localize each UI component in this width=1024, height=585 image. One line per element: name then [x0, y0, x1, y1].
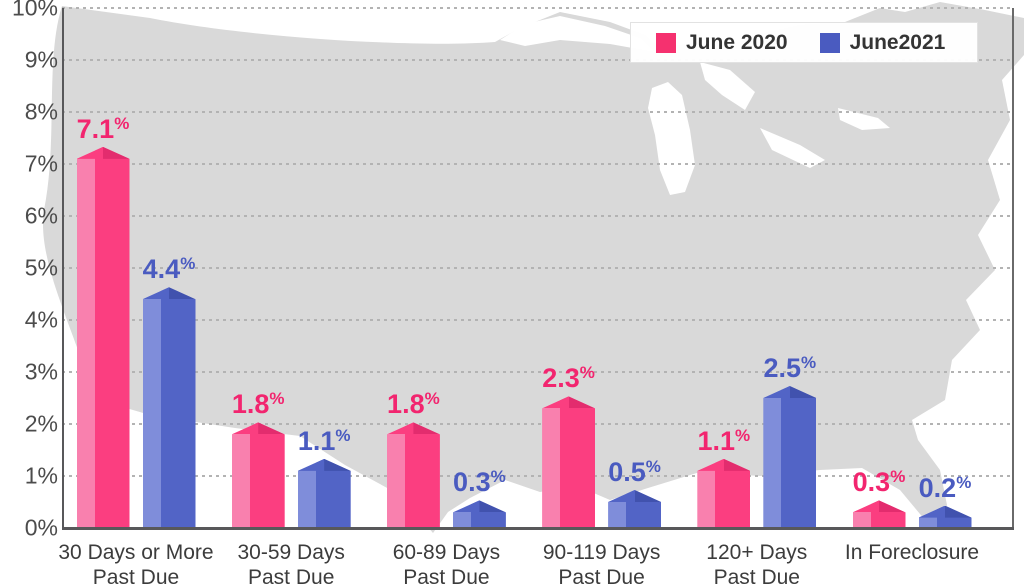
x-axis-line: [62, 527, 1014, 530]
value-label-june2021-0.2: 0.2%: [919, 474, 972, 502]
y-tick-0%: 0%: [24, 514, 58, 541]
category-label-30-days-or-more: 30 Days or More Past Due: [58, 540, 213, 585]
y-tick-6%: 6%: [24, 202, 58, 229]
june-2020-swatch-icon: [656, 32, 676, 53]
gridline-9%: [62, 59, 1013, 61]
category-label-line: 90-119 Days: [542, 541, 661, 564]
legend-item-june-2021: June2021: [819, 30, 946, 55]
bar-june2021-120+-days: [763, 386, 817, 528]
value-percent-sign: %: [335, 425, 351, 445]
value-label-june2021-4.4: 4.4%: [143, 255, 196, 283]
category-label-60-89-days: 60-89 Days Past Due: [393, 540, 500, 585]
value-number: 0.3: [852, 467, 891, 498]
value-label-june2021-0.5: 0.5%: [608, 458, 661, 486]
value-number: 7.1: [76, 113, 115, 144]
value-percent-sign: %: [645, 457, 661, 476]
bar-june-2020-30-days-or-more: [76, 146, 130, 528]
legend-item-june-2020: June 2020: [656, 31, 788, 55]
value-label-june-2020-1.8: 1.8%: [387, 390, 440, 418]
category-label-line: Past Due: [247, 566, 335, 585]
value-percent-sign: %: [180, 254, 196, 274]
bar-june-2020-60-89-days: [386, 422, 440, 528]
bar-june-2020-120+-days: [697, 458, 751, 528]
value-percent-sign: %: [490, 467, 506, 487]
category-label-line: 30-59 Days: [237, 541, 345, 564]
category-label-line: 30 Days or More: [58, 541, 214, 564]
legend-label-june-2020: June 2020: [686, 30, 788, 54]
gridline-3%: [62, 371, 1013, 373]
value-label-june2021-0.3: 0.3%: [453, 468, 506, 496]
value-label-june-2020-2.3: 2.3%: [542, 364, 595, 392]
value-number: 1.8: [387, 389, 425, 420]
value-label-june-2020-1.8: 1.8%: [232, 390, 285, 418]
category-label-line: 60-89 Days: [392, 541, 501, 564]
y-axis-line: [62, 8, 64, 529]
value-label-june-2020-0.3: 0.3%: [853, 468, 906, 496]
value-percent-sign: %: [114, 113, 130, 133]
gridline-6%: [62, 215, 1013, 217]
gridline-8%: [62, 111, 1013, 113]
category-label-in-foreclosure: In Foreclosure: [845, 540, 979, 565]
value-percent-sign: %: [424, 389, 440, 409]
gridline-1%: [62, 475, 1013, 477]
value-label-june2021-2.5: 2.5%: [763, 354, 816, 382]
y-tick-5%: 5%: [24, 254, 58, 281]
category-label-30-59-days: 30-59 Days Past Due: [237, 540, 344, 585]
value-label-june-2020-1.1: 1.1%: [697, 427, 750, 455]
plot-right-border: [1012, 8, 1014, 529]
y-tick-9%: 9%: [24, 46, 58, 73]
value-number: 1.1: [697, 425, 736, 456]
value-label-june2021-1.1: 1.1%: [298, 427, 351, 455]
y-tick-8%: 8%: [24, 98, 58, 125]
value-percent-sign: %: [735, 425, 751, 445]
y-tick-1%: 1%: [24, 462, 58, 489]
value-number: 0.3: [453, 467, 491, 498]
gridline-7%: [62, 163, 1013, 165]
gridline-5%: [62, 267, 1013, 269]
value-label-june-2020-7.1: 7.1%: [77, 115, 130, 143]
bar-june2021-30-59-days: [297, 458, 351, 528]
value-number: 2.3: [542, 363, 580, 394]
value-number: 2.5: [763, 353, 802, 383]
y-tick-10%: 10%: [11, 0, 58, 21]
y-tick-2%: 2%: [24, 410, 58, 437]
y-tick-7%: 7%: [24, 150, 58, 177]
gridline-4%: [62, 319, 1013, 321]
june-2021-swatch-icon: [819, 32, 840, 53]
y-tick-3%: 3%: [24, 358, 58, 385]
value-percent-sign: %: [890, 467, 906, 487]
category-label-line: In Foreclosure: [844, 541, 980, 564]
value-percent-sign: %: [801, 353, 817, 372]
category-label-90-119-days: 90-119 Days Past Due: [543, 540, 661, 585]
value-percent-sign: %: [956, 472, 972, 492]
category-label-line: Past Due: [558, 566, 645, 585]
category-label-120+-days: 120+ Days Past Due: [706, 540, 807, 585]
category-label-line: Past Due: [92, 566, 180, 585]
y-tick-4%: 4%: [24, 306, 58, 333]
category-label-line: Past Due: [403, 566, 490, 585]
value-percent-sign: %: [269, 389, 285, 409]
value-number: 1.8: [231, 389, 270, 420]
bar-june-2020-90-119-days: [542, 396, 596, 528]
gridline-10%: [62, 7, 1013, 9]
bar-june2021-30-days-or-more: [142, 287, 196, 528]
category-label-line: 120+ Days: [706, 541, 808, 564]
legend-label-june-2021: June2021: [849, 30, 946, 54]
value-number: 1.1: [297, 425, 336, 456]
legend: June 2020 June2021: [630, 22, 978, 63]
value-number: 0.5: [608, 457, 646, 487]
value-percent-sign: %: [579, 363, 595, 383]
bar-june-2020-30-59-days: [231, 422, 285, 528]
gridline-2%: [62, 423, 1013, 425]
category-label-line: Past Due: [713, 566, 800, 585]
value-number: 4.4: [142, 254, 181, 285]
value-number: 0.2: [918, 472, 957, 503]
